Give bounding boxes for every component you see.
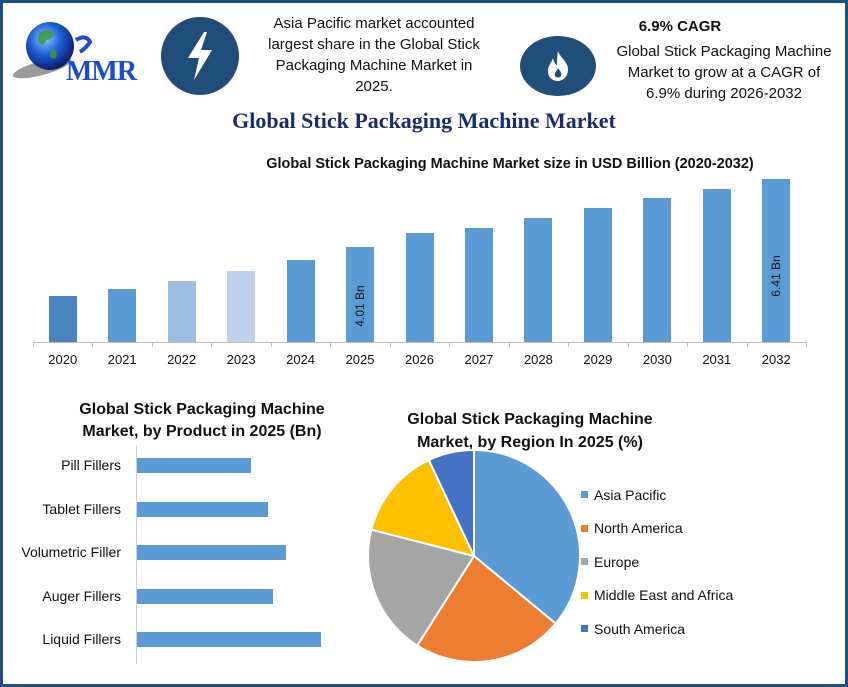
bar-2022 bbox=[167, 280, 196, 343]
bar-value-label: 4.01 Bn bbox=[353, 285, 368, 327]
legend-item: Asia Pacific bbox=[581, 478, 733, 512]
legend-item: Middle East and Africa bbox=[581, 579, 733, 613]
x-tick bbox=[33, 342, 34, 347]
logo-text: MMR bbox=[66, 56, 137, 87]
bar-2028 bbox=[524, 218, 553, 343]
legend-swatch bbox=[581, 591, 588, 599]
pie-slice bbox=[367, 528, 476, 647]
legend-item: South America bbox=[581, 612, 733, 646]
legend-label: Middle East and Africa bbox=[594, 587, 734, 604]
bar-value-label: 6.41 Bn bbox=[769, 255, 784, 297]
mmr-logo: MMR bbox=[12, 18, 154, 87]
info-line: Asia Pacific market accounted bbox=[273, 15, 475, 32]
region-pie-chart bbox=[367, 448, 581, 663]
product-bar bbox=[137, 632, 321, 647]
product-bar bbox=[137, 545, 287, 560]
flame-icon bbox=[520, 36, 596, 96]
legend-label: Asia Pacific bbox=[594, 486, 667, 503]
info-line: Global Stick Packaging Machine bbox=[616, 43, 832, 60]
x-tick-label: 2024 bbox=[286, 352, 316, 367]
x-tick bbox=[627, 342, 629, 347]
region-chart-title: Global Stick Packaging Machine Market, b… bbox=[407, 411, 653, 451]
legend-swatch bbox=[581, 524, 588, 532]
bar-2020 bbox=[48, 295, 77, 343]
legend-label: Europe bbox=[594, 553, 640, 570]
x-tick bbox=[211, 342, 213, 347]
legend-swatch bbox=[581, 491, 588, 499]
x-tick bbox=[330, 342, 332, 347]
bar-2027 bbox=[464, 228, 493, 343]
bar-2032: 6.41 Bn bbox=[762, 178, 791, 343]
x-tick-label: 2025 bbox=[345, 352, 375, 367]
x-tick bbox=[151, 342, 153, 347]
legend-label: South America bbox=[594, 620, 686, 637]
legend-swatch bbox=[581, 625, 588, 633]
product-label: Volumetric Filler bbox=[21, 544, 121, 560]
x-tick bbox=[687, 342, 689, 347]
x-tick-label: 2027 bbox=[464, 352, 494, 367]
info-line: 6.9% during 2026-2032 bbox=[646, 85, 802, 102]
info-line: Packaging Machine Market in bbox=[275, 57, 473, 74]
cagr-title: 6.9% CAGR bbox=[638, 18, 722, 35]
bar-2029 bbox=[583, 207, 612, 343]
x-tick-label: 2031 bbox=[702, 352, 732, 367]
bar-2023 bbox=[227, 271, 256, 343]
x-tick-label: 2022 bbox=[167, 352, 197, 367]
product-bar bbox=[137, 589, 274, 604]
x-axis bbox=[33, 342, 806, 343]
x-tick bbox=[449, 342, 451, 347]
bar-chart-plot: 4.01 Bn 6.41 Bn bbox=[33, 165, 806, 343]
bar-2025: 4.01 Bn bbox=[346, 246, 375, 343]
y-axis bbox=[136, 446, 137, 664]
x-tick-label: 2026 bbox=[405, 352, 434, 367]
page-title: Global Stick Packaging Machine Market bbox=[232, 108, 616, 133]
x-tick bbox=[389, 342, 391, 347]
x-tick bbox=[746, 342, 748, 347]
x-tick bbox=[92, 342, 94, 347]
bar-2021 bbox=[108, 288, 137, 343]
pie-slice bbox=[427, 448, 475, 557]
product-bar bbox=[137, 502, 268, 517]
bar-2026 bbox=[405, 233, 434, 343]
bar-2030 bbox=[643, 197, 672, 343]
x-tick bbox=[568, 342, 570, 347]
info-line: 2025. bbox=[355, 78, 393, 95]
x-tick-label: 2029 bbox=[583, 352, 613, 367]
x-tick-label: 2030 bbox=[642, 352, 672, 367]
product-bar bbox=[137, 458, 252, 473]
x-tick-label: 2032 bbox=[761, 352, 791, 367]
pie-slice bbox=[415, 554, 558, 663]
x-tick bbox=[806, 342, 807, 347]
legend-swatch bbox=[581, 558, 588, 566]
legend-item: North America bbox=[581, 512, 733, 546]
pie-legend: Asia Pacific North America Europe Middle Ea… bbox=[581, 478, 733, 646]
legend-item: Europe bbox=[581, 545, 733, 579]
pie-slice bbox=[370, 458, 476, 558]
legend-label: North America bbox=[594, 520, 683, 537]
x-tick-label: 2028 bbox=[523, 352, 553, 367]
product-chart-title: Global Stick Packaging Machine Market, b… bbox=[79, 401, 325, 440]
bar-2031 bbox=[702, 188, 731, 343]
pie-slice bbox=[473, 448, 581, 625]
product-label: Liquid Fillers bbox=[42, 631, 121, 647]
asia-pacific-info: Asia Pacific market accounted largest sh… bbox=[244, 13, 504, 97]
lightning-bolt-icon bbox=[161, 17, 239, 95]
x-tick-label: 2020 bbox=[48, 352, 78, 367]
info-line: largest share in the Global Stick bbox=[268, 36, 480, 53]
globe-icon bbox=[12, 22, 93, 79]
bar-2024 bbox=[286, 260, 315, 343]
product-label: Pill Fillers bbox=[61, 457, 121, 473]
info-line: Market to grow at a CAGR of bbox=[627, 64, 821, 81]
x-tick bbox=[508, 342, 510, 347]
x-tick bbox=[270, 342, 272, 347]
product-label: Auger Fillers bbox=[42, 588, 121, 604]
cagr-info: Global Stick Packaging Machine Market to… bbox=[602, 41, 846, 104]
bar-chart-title: Global Stick Packaging Machine Market si… bbox=[266, 156, 754, 172]
x-tick-label: 2023 bbox=[226, 352, 256, 367]
x-tick-label: 2021 bbox=[107, 352, 137, 367]
product-label: Tablet Fillers bbox=[42, 501, 121, 517]
